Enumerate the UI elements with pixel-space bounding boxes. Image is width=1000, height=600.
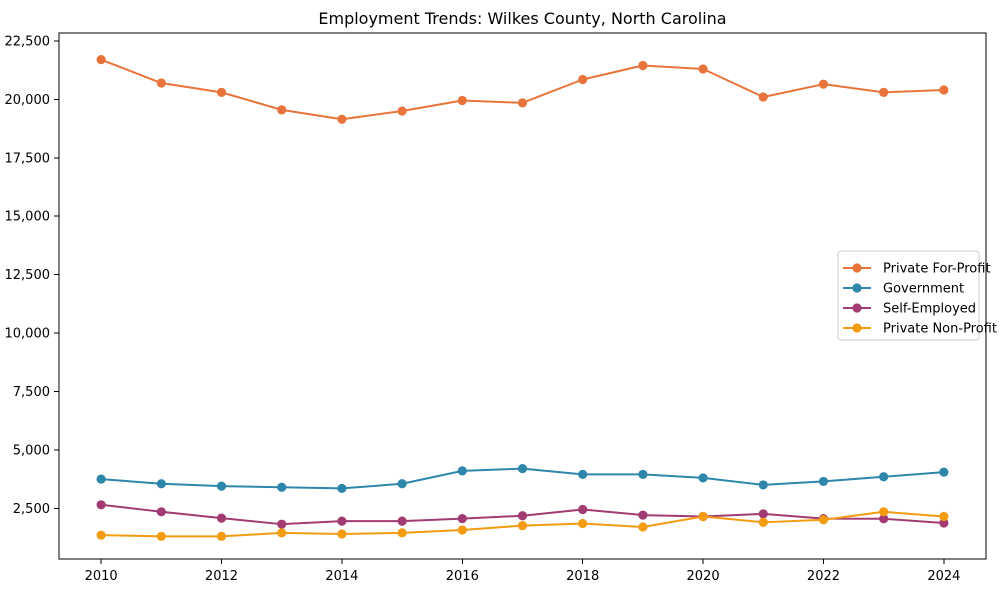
data-point [638,510,648,520]
data-point [758,517,768,527]
data-point [156,531,166,541]
y-tick-label: 10,000 [5,327,51,342]
data-point [96,530,106,540]
legend-item-self-employed: Self-Employed [843,302,976,317]
data-point [818,79,829,89]
data-point [216,87,227,97]
axes-spines [58,32,987,560]
data-point [337,483,347,494]
data-point [879,507,889,517]
data-point [337,516,347,526]
data-point [216,531,227,541]
y-tick-label: 17,500 [5,151,51,166]
data-point [758,509,768,519]
x-tick-label: 2024 [927,569,960,584]
data-point [939,85,949,95]
data-point [879,87,889,97]
y-tick-label: 5,000 [13,443,50,458]
data-point [698,64,708,74]
data-point [96,474,106,484]
data-point [638,60,648,71]
data-point [397,479,407,489]
legend-label: Government [883,282,964,297]
data-point [337,114,347,124]
y-tick-label: 7,500 [13,385,50,400]
x-tick-label: 2010 [85,569,118,584]
legend-box [837,250,980,341]
data-point [939,511,949,522]
data-point [638,469,648,480]
data-point [457,525,467,535]
series-private-for-profit [96,55,949,124]
data-point [156,507,166,517]
series-government [96,463,949,494]
data-point [277,105,287,115]
y-tick-label: 20,000 [5,93,51,108]
chart-title: Employment Trends: Wilkes County, North … [318,9,727,28]
data-point [517,463,528,474]
data-point [96,500,106,510]
data-point [578,74,588,85]
data-point [578,518,588,529]
data-point [457,466,467,476]
y-tick-label: 22,500 [5,34,51,49]
legend-label: Private For-Profit [883,262,991,277]
data-point [578,504,588,515]
legend-marker [852,323,862,333]
legend-item-private-for-profit: Private For-Profit [843,262,991,277]
data-point [818,476,829,487]
data-point [277,519,287,529]
y-tick-label: 12,500 [5,268,51,283]
x-tick-label: 2022 [807,569,840,584]
legend-label: Self-Employed [883,302,976,317]
legend-item-private-non-profit: Private Non-Profit [843,322,997,337]
data-point [216,481,227,491]
data-point [638,522,648,532]
legend-item-government: Government [843,282,964,297]
data-point [216,513,227,523]
legend-label: Private Non-Profit [883,322,997,337]
data-point [397,528,407,538]
data-point [758,480,768,490]
data-point [758,92,768,102]
series-line [100,58,945,121]
data-point [879,514,889,524]
data-point [939,518,949,528]
data-point [277,482,287,492]
data-point [698,473,708,483]
legend-marker [852,263,862,273]
data-point [457,513,467,524]
y-tick-label: 2,500 [13,502,50,517]
x-tick-label: 2020 [687,569,720,584]
x-tick-label: 2012 [205,569,238,584]
data-point [698,511,708,522]
data-point [397,516,407,526]
data-point [397,106,407,116]
data-point [517,520,528,531]
data-point [578,469,588,480]
data-point [879,472,889,482]
data-point [457,95,467,106]
y-tick-label: 15,000 [5,210,51,225]
x-tick-label: 2014 [325,569,358,584]
legend-marker [852,303,862,313]
data-point [939,467,949,477]
data-point [517,511,528,521]
x-tick-label: 2016 [446,569,479,584]
data-point [818,515,829,525]
series-private-non-profit [96,507,949,541]
legend: Private For-Profit Government Self-Employe… [837,250,997,341]
data-point [96,55,106,65]
data-point [156,479,166,489]
x-tick-label: 2018 [566,569,599,584]
data-point [277,528,287,538]
data-point [517,98,528,108]
data-point [337,529,347,539]
legend-marker [852,283,862,293]
data-point [156,78,166,88]
